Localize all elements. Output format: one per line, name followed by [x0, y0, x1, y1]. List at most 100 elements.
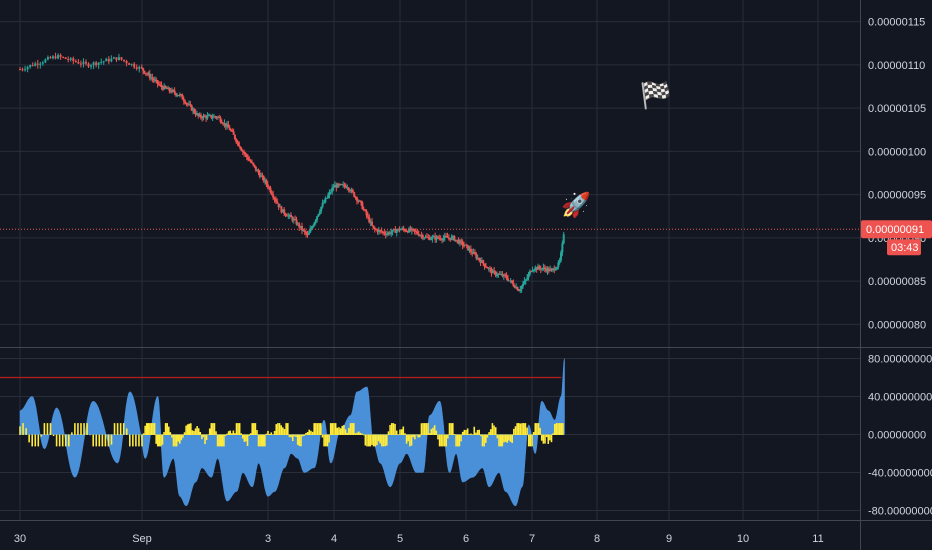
candle-body [476, 257, 479, 259]
candle-body [44, 59, 47, 63]
candle-body [258, 172, 261, 177]
candle-body [311, 226, 314, 228]
candle-body [313, 222, 316, 227]
price-tick-label: 0.00000100 [868, 146, 926, 158]
candle-body [241, 150, 244, 152]
price-tick-label: 0.00000085 [868, 276, 926, 288]
candle-body [423, 237, 426, 239]
candle-body [436, 236, 439, 239]
oscillator-tick-label: 40.00000000 [868, 392, 932, 404]
candle-body [523, 281, 526, 284]
oscillator-axis[interactable]: 80.00000000 40.00000000 0.00000000 -40.0000… [868, 354, 932, 518]
candle-body [244, 153, 247, 155]
candle-body [355, 197, 358, 201]
candle-body [133, 63, 136, 68]
candle-body [100, 61, 103, 63]
candle-body [26, 66, 29, 70]
candle-body [156, 80, 159, 84]
price-axis[interactable]: 0.00000115 0.00000110 0.00000105 0.00000100… [868, 17, 926, 332]
candle-body [249, 160, 252, 163]
candle-body [354, 196, 357, 198]
candle-body [372, 225, 375, 228]
candle-body [395, 230, 398, 233]
candle-body [276, 201, 279, 204]
candle-body [512, 282, 515, 286]
candle-body [252, 162, 255, 165]
candle-body [328, 192, 331, 196]
price-tick-label: 0.00000095 [868, 190, 926, 202]
candle-body [21, 69, 24, 71]
candle-body [505, 275, 508, 279]
candle-body [147, 73, 150, 75]
candle-body [545, 269, 548, 272]
oscillator-pane[interactable] [0, 358, 565, 507]
candle-body [408, 228, 411, 233]
time-tick-label: 5 [397, 533, 403, 545]
candle-body [338, 183, 341, 185]
candle-body [256, 170, 259, 172]
candle-body [212, 116, 215, 118]
oscillator-tick-label: 80.00000000 [868, 354, 932, 366]
candle-body [320, 206, 323, 212]
time-axis[interactable]: 30 Sep 3 4 5 6 7 8 9 10 11 [14, 533, 824, 545]
candle-body [346, 187, 349, 189]
candle-body [254, 166, 257, 171]
candle-body [361, 202, 364, 210]
candle-body [309, 229, 312, 233]
countdown-tag-background [887, 239, 921, 256]
candle-body [502, 274, 505, 277]
candle-body [501, 274, 504, 277]
candle-body [307, 232, 310, 235]
current-price-label: 0.00000091 [866, 224, 924, 236]
candle-body [358, 200, 361, 202]
candle-body [261, 175, 264, 177]
oscillator-tick-label: 0.00000000 [868, 430, 926, 442]
candle-body [432, 236, 435, 238]
candle-body [532, 269, 535, 271]
candle-body [211, 117, 214, 119]
candle-body [272, 194, 275, 198]
candle-body [19, 69, 21, 71]
candle-body [550, 269, 553, 271]
candle-body [190, 105, 193, 111]
candle-body [489, 268, 492, 270]
price-tick-label: 0.00000080 [868, 319, 926, 331]
candle-body [201, 117, 204, 119]
candle-body [189, 104, 192, 106]
candle-body [210, 115, 213, 118]
candle-body [74, 60, 77, 62]
candle-body [555, 267, 558, 270]
candle-body [163, 85, 166, 90]
candle-body [456, 239, 459, 241]
candle-body [386, 233, 389, 235]
candle-body [143, 70, 146, 74]
candle-body [445, 235, 448, 237]
candle-body [388, 232, 391, 234]
candle-body [560, 252, 563, 261]
candle-body [97, 62, 100, 65]
candle-body [150, 77, 153, 79]
candle-body [107, 58, 110, 62]
candle-body [298, 223, 301, 228]
candle-body [383, 232, 386, 234]
candle-body [220, 121, 223, 124]
price-pane[interactable]: 🏁 🚀 [0, 52, 860, 294]
candle-body [62, 56, 65, 58]
candle-body [420, 235, 423, 237]
oscillator-signal-histogram [19, 423, 564, 447]
candle-body [184, 101, 187, 104]
candle-body [161, 87, 164, 90]
candle-body [198, 114, 201, 116]
candle-body [205, 116, 208, 119]
candle-body [291, 217, 294, 221]
candle-body [467, 245, 470, 251]
candle-body [102, 61, 105, 63]
candle-body [95, 62, 98, 65]
candle-body [427, 237, 430, 239]
candle-body [39, 63, 42, 65]
candle-body [473, 252, 476, 255]
candle-body [177, 95, 180, 97]
candle-body [446, 236, 449, 238]
candle-body [277, 203, 280, 208]
